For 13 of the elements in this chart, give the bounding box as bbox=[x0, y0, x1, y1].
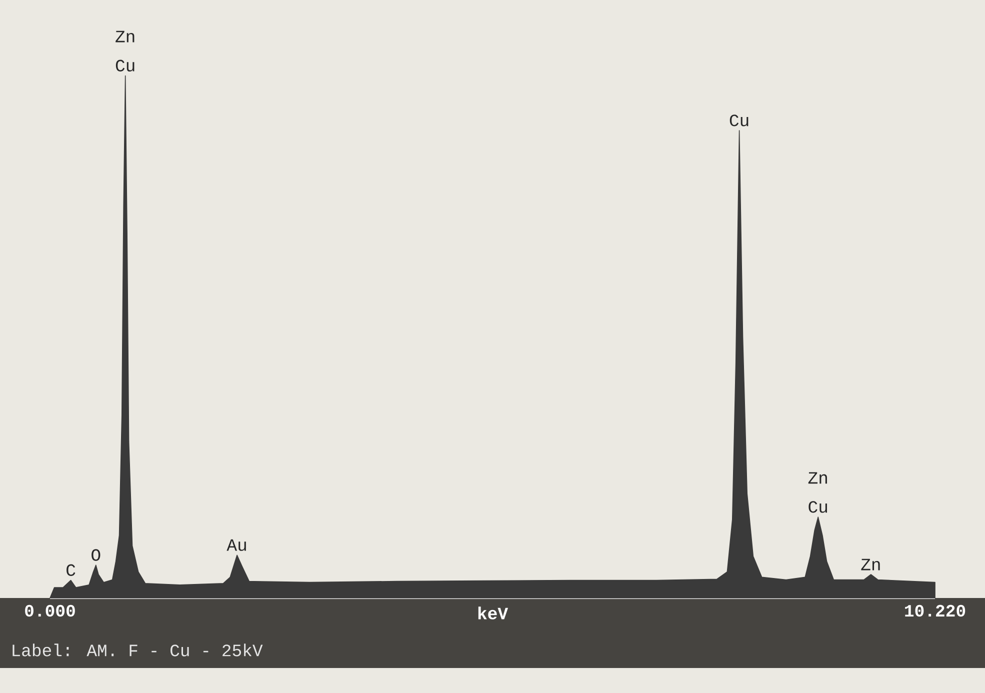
annotation: O bbox=[92, 549, 100, 561]
text: Label: AM. F - Cu - 25kV bbox=[12, 644, 263, 656]
annotation: Cu bbox=[730, 114, 748, 126]
annotation: Au bbox=[226, 539, 246, 551]
annotation: Cu bbox=[808, 501, 827, 513]
annotation: Zn bbox=[808, 472, 827, 484]
x-tick-label: 10.220 bbox=[905, 604, 966, 617]
x-tick-label: 0.000 bbox=[25, 604, 75, 617]
annotation: Zn bbox=[116, 30, 134, 42]
annotation: Zn bbox=[861, 558, 880, 570]
annotation: Cu bbox=[116, 60, 134, 72]
x-axis-title: keV bbox=[478, 606, 508, 620]
annotation: C bbox=[66, 564, 76, 576]
